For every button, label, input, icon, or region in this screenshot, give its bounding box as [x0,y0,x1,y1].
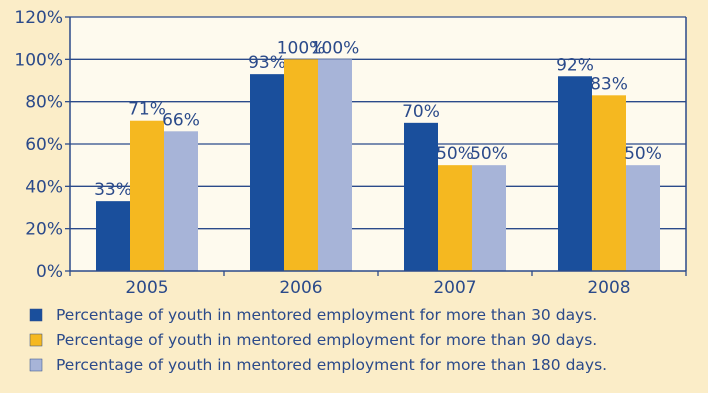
y-tick-label: 20% [25,220,63,240]
data-label: 50% [470,144,508,164]
x-tick-label: 2005 [125,278,168,298]
bar [592,95,626,271]
data-label: 50% [624,144,662,164]
data-label: 70% [402,102,440,122]
legend-label: Percentage of youth in mentored employme… [56,306,597,324]
data-label: 93% [248,53,286,73]
bar [558,76,592,272]
legend-label: Percentage of youth in mentored employme… [56,356,607,374]
x-tick-label: 2008 [587,278,630,298]
legend-swatch [29,333,43,347]
data-label: 92% [556,55,594,75]
bar [472,165,506,271]
bar [250,74,284,272]
y-tick-label: 120% [14,8,63,28]
data-label: 71% [128,100,166,120]
y-tick-label: 60% [25,135,63,155]
data-label: 50% [436,144,474,164]
bar [626,165,660,271]
bar [404,122,438,271]
data-label: 100% [311,38,360,58]
bar [318,59,352,272]
bar [130,120,164,271]
bar [284,59,318,272]
bar [438,165,472,271]
y-tick-label: 100% [14,50,63,70]
x-tick-label: 2007 [433,278,476,298]
bar [96,201,130,271]
y-tick-label: 40% [25,177,63,197]
legend-swatch [29,358,43,372]
data-label: 83% [590,74,628,94]
y-tick-label: 0% [36,262,63,282]
data-label: 33% [94,180,132,200]
data-label: 100% [277,38,326,58]
data-label: 66% [162,110,200,130]
legend-label: Percentage of youth in mentored employme… [56,331,597,349]
bar [164,131,198,271]
x-tick-label: 2006 [279,278,322,298]
y-tick-label: 80% [25,93,63,113]
legend-swatch [29,308,43,322]
